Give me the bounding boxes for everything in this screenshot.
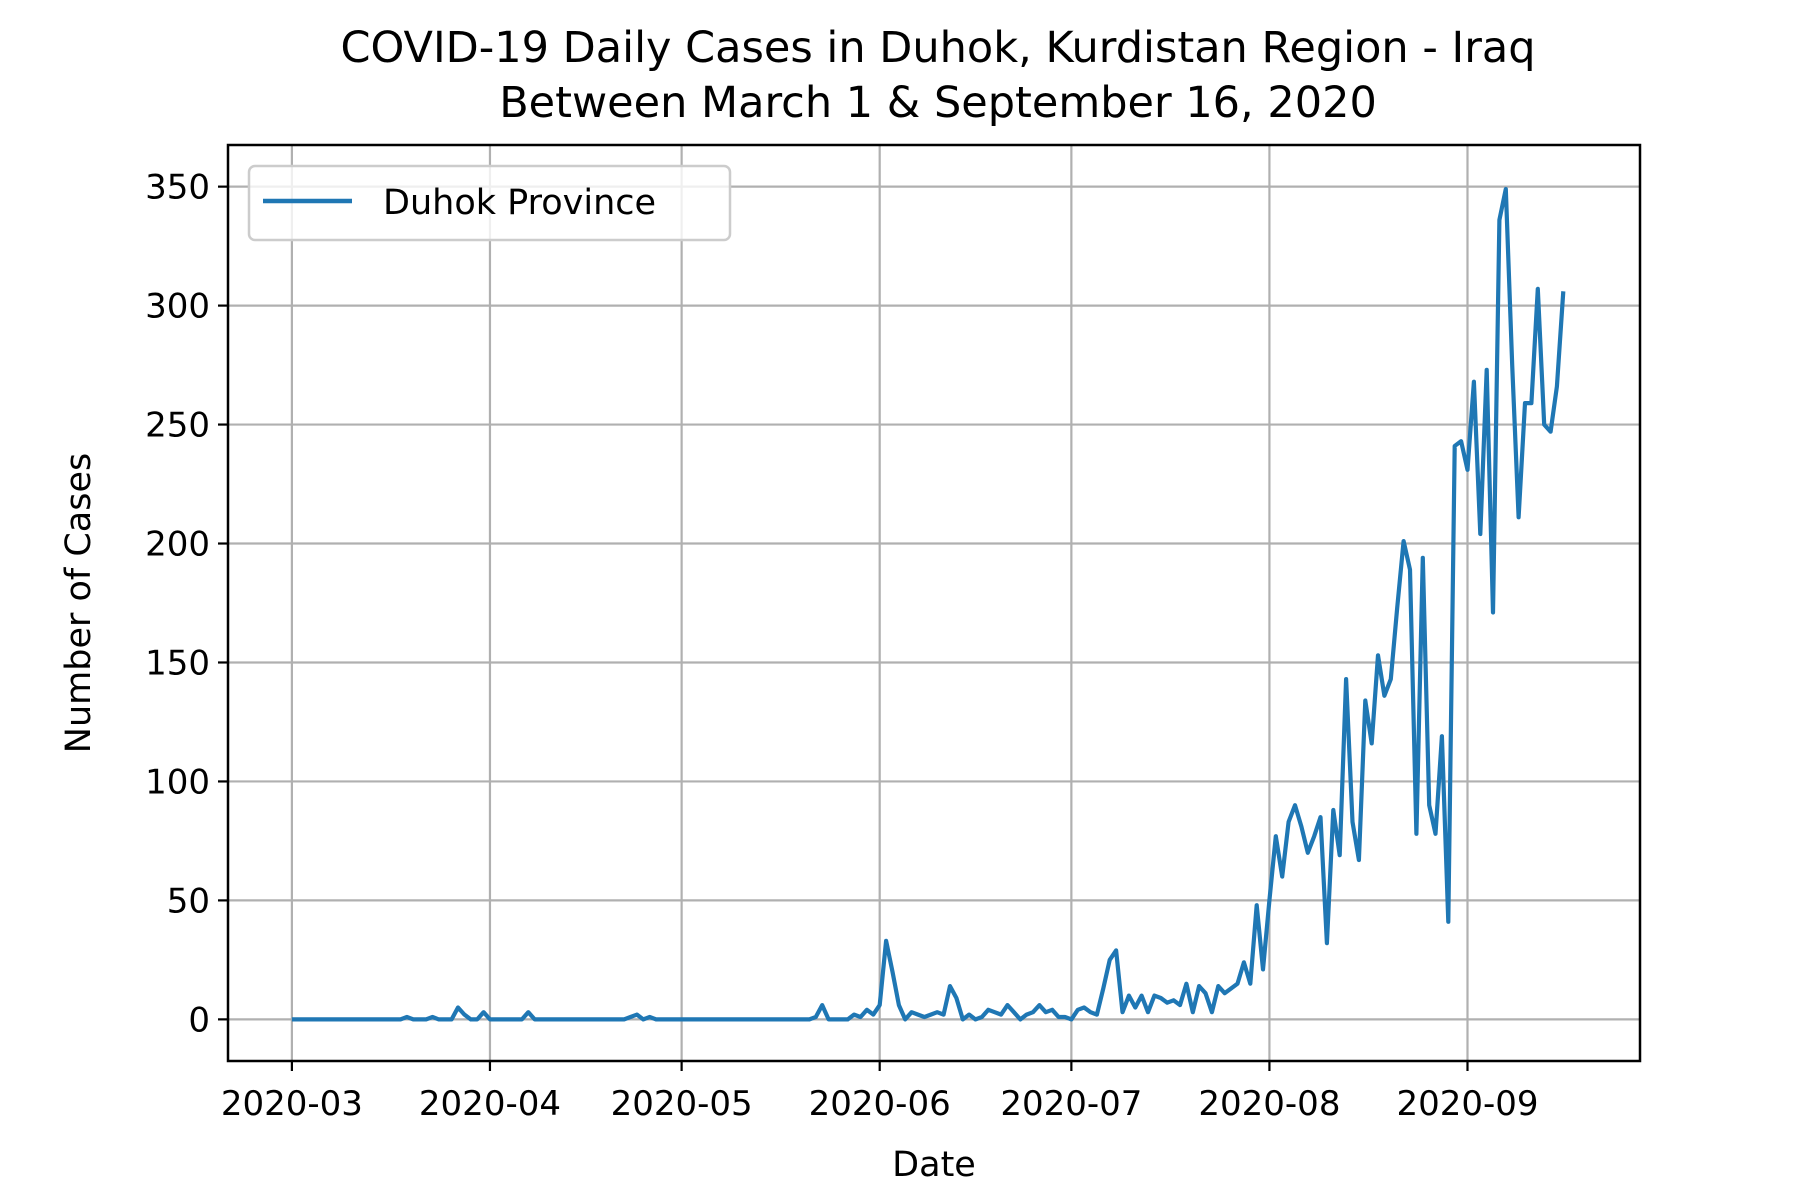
- chart-subtitle: Between March 1 & September 16, 2020: [499, 78, 1377, 128]
- chart-title: COVID-19 Daily Cases in Duhok, Kurdistan…: [340, 23, 1535, 73]
- x-tick-label: 2020-07: [1000, 1084, 1142, 1124]
- series-line-duhok-province: [291, 186, 1566, 1022]
- legend-entry-label: Duhok Province: [383, 183, 656, 223]
- x-tick-label: 2020-03: [221, 1084, 363, 1124]
- x-axis: 2020-03 2020-04 2020-05 2020-06 2020-07 2020-…: [221, 1061, 1539, 1124]
- grid-lines: [228, 145, 1640, 1061]
- plot-frame: [226, 143, 1642, 1063]
- y-tick-label: 250: [145, 406, 210, 446]
- x-tick-label: 2020-04: [419, 1084, 561, 1124]
- y-tick-label: 0: [188, 1000, 210, 1040]
- x-tick-label: 2020-08: [1198, 1084, 1340, 1124]
- legend-box: [247, 164, 732, 242]
- y-tick-label: 50: [167, 881, 210, 921]
- x-axis-label: Date: [892, 1145, 976, 1185]
- x-tick-label: 2020-05: [611, 1084, 753, 1124]
- x-tick-label: 2020-09: [1396, 1084, 1538, 1124]
- legend: Duhok Province: [247, 164, 732, 242]
- y-tick-label: 350: [145, 168, 210, 208]
- y-tick-label: 200: [145, 525, 210, 565]
- series-layer: [291, 186, 1566, 1022]
- x-tick-label: 2020-06: [809, 1084, 951, 1124]
- y-tick-label: 150: [145, 643, 210, 683]
- y-axis: 0 50 100 150 200 250 300 350: [145, 168, 228, 1040]
- y-tick-label: 300: [145, 287, 210, 327]
- y-axis-label: Number of Cases: [59, 453, 99, 753]
- y-tick-label: 100: [145, 762, 210, 802]
